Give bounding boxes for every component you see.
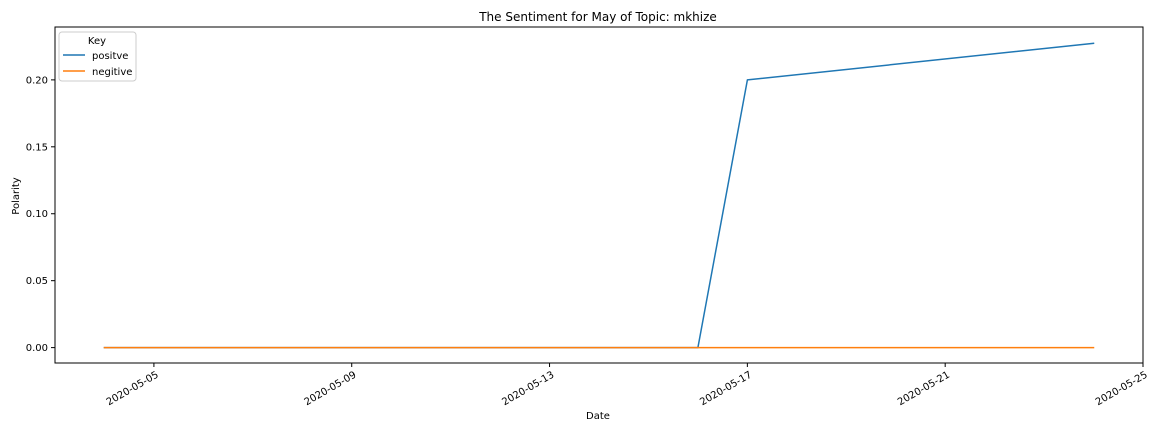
legend-label-positve: positve [92, 51, 128, 62]
x-axis-label: Date [586, 411, 610, 422]
series-layer [103, 42, 1095, 349]
legend-title: Key [88, 36, 106, 47]
plot-frame [54, 26, 1144, 364]
y-tick-label-0.20: 0.20 [26, 75, 48, 86]
legend-box [58, 31, 137, 82]
y-tick-label-0.00: 0.00 [26, 343, 48, 354]
legend: Key positve negitive [58, 31, 137, 82]
y-axis-label: Polarity [11, 177, 22, 215]
y-tick-label-0.10: 0.10 [26, 209, 48, 220]
y-axis: 0.00 0.05 0.10 0.15 0.20 [26, 75, 55, 354]
y-tick-label-0.15: 0.15 [26, 142, 48, 153]
legend-label-negitive: negitive [92, 67, 132, 78]
chart-title: The Sentiment for May of Topic: mkhize [478, 10, 717, 24]
y-tick-label-0.05: 0.05 [26, 276, 48, 287]
